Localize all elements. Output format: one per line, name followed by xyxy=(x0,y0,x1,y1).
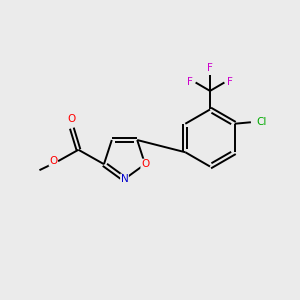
Text: F: F xyxy=(207,63,213,73)
Text: F: F xyxy=(227,77,233,88)
Text: F: F xyxy=(187,77,193,88)
Text: O: O xyxy=(141,159,149,169)
Text: O: O xyxy=(68,114,76,124)
Text: N: N xyxy=(121,174,128,184)
Text: Cl: Cl xyxy=(256,117,267,127)
Text: O: O xyxy=(49,156,58,166)
